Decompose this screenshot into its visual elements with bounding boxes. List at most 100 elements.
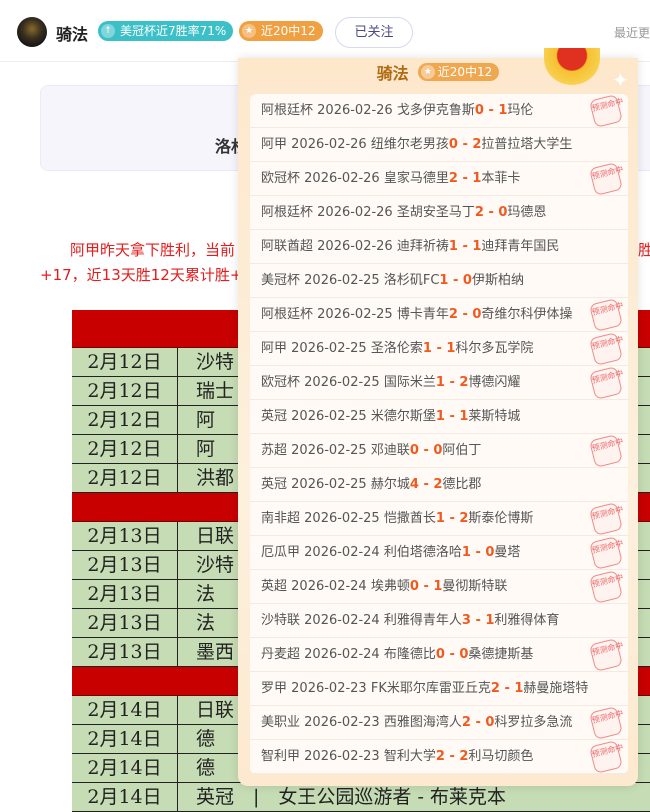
record-item[interactable]: 美冠杯 2026-02-25 洛杉矶FC1 - 0伊斯柏纳 [250,264,628,298]
away-team: 利马切颜色 [468,749,534,764]
record-item[interactable]: 阿根廷杯 2026-02-26 圣胡安圣马丁2 - 0玛德恩 [250,196,628,230]
record-item[interactable]: 罗甲 2026-02-23 FK米耶尔库雷亚丘克2 - 1赫曼施塔特 [250,672,628,706]
record-item[interactable]: 苏超 2026-02-25 邓迪联0 - 0阿伯丁 预测命中 [250,434,628,468]
league: 阿根廷杯 [261,205,314,220]
follow-button[interactable]: 已关注 [335,17,413,48]
record-item[interactable]: 英冠 2026-02-25 赫尔城4 - 2德比郡 [250,468,628,502]
date-cell: 2月13日 [72,522,178,550]
score-separator: - [457,239,473,254]
record-item[interactable]: 南非超 2026-02-25 恺撒酋长1 - 2斯泰伦博斯 预测命中 [250,502,628,536]
record-item[interactable]: 英超 2026-02-24 埃弗顿0 - 1曼彻斯特联 预测命中 [250,570,628,604]
username[interactable]: 骑法 [56,25,89,44]
away-team: 德比郡 [442,477,482,492]
date-cell: 2月12日 [72,406,178,434]
league: 英超 [261,579,288,594]
score-separator: - [444,749,460,764]
away-team: 曼塔 [494,545,521,560]
hit-stamp-icon: 预测命中 [589,366,624,400]
record-item[interactable]: 沙特联 2026-02-24 利雅得青年人3 - 1利雅得体育 [250,604,628,638]
league: 美冠杯 [261,273,301,288]
home-score: 4 [409,477,419,492]
record-item[interactable]: 阿根廷杯 2026-02-26 戈多伊克鲁斯0 - 1玛伦 预测命中 [250,94,628,128]
avatar[interactable] [17,17,47,47]
article-text-line1: 阿甲昨天拿下胜利，当前 [70,241,236,259]
league: 智利甲 [261,749,301,764]
record-item[interactable]: 欧冠杯 2026-02-26 皇家马德里2 - 1本菲卡 预测命中 [250,162,628,196]
away-score: 1 [514,681,524,696]
match-cell: 阿 [196,409,216,431]
score-separator: - [499,681,515,696]
hit-stamp-icon: 预测命中 [589,638,624,672]
popup-username: 骑法 [376,64,409,83]
score-separator: - [444,647,460,662]
record-item[interactable]: 阿甲 2026-02-25 圣洛伦索1 - 1科尔多瓦学院 预测命中 [250,332,628,366]
home-score: 2 [490,681,500,696]
away-score: 1 [459,409,469,424]
match-cell: 英冠 | 女王公园巡游者 - 布莱克本 [196,786,506,808]
record-item[interactable]: 丹麦超 2026-02-24 布隆德比0 - 0桑德捷斯基 预测命中 [250,638,628,672]
recent-update-label[interactable]: 最近更 [614,26,650,40]
score-separator: - [444,375,460,390]
match-cell: 日联 [196,525,235,547]
date: 2026-02-26 [304,171,380,186]
record-item[interactable]: 英冠 2026-02-25 米德尔斯堡1 - 1莱斯特城 [250,400,628,434]
date-cell: 2月14日 [72,696,178,724]
streak-badge[interactable]: ↑ 美冠杯近7胜率71% [98,21,234,41]
home-score: 1 [435,409,445,424]
match-cell: 阿 [196,438,216,460]
date: 2026-02-25 [291,409,367,424]
date: 2026-02-24 [304,647,380,662]
away-team: 桑德捷斯基 [468,647,534,662]
home-team: 纽维尔老男孩 [370,137,449,152]
home-team: 邓迪联 [370,443,410,458]
league: 沙特联 [261,613,301,628]
record-item[interactable]: 阿联酋超 2026-02-26 迪拜祈祷1 - 1迪拜青年国民 [250,230,628,264]
home-score: 1 [448,239,458,254]
home-score: 0 [435,647,445,662]
home-team: 洛杉矶FC [383,273,440,288]
record-item[interactable]: 阿甲 2026-02-26 纽维尔老男孩0 - 2拉普拉塔大学生 [250,128,628,162]
date: 2026-02-23 [291,681,367,696]
hit-stamp-icon: 预测命中 [589,94,624,128]
away-team: 玛德恩 [507,205,547,220]
home-score: 2 [435,749,445,764]
away-team: 迪拜青年国民 [481,239,560,254]
home-score: 2 [461,715,471,730]
home-team: 戈多伊克鲁斯 [396,103,475,118]
home-score: 1 [435,375,445,390]
away-score: 1 [472,239,482,254]
record-item[interactable]: 厄瓜甲 2026-02-24 利伯塔德洛哈1 - 0曼塔 预测命中 [250,536,628,570]
record-item[interactable]: 智利甲 2026-02-23 智利大学2 - 2利马切颜色 预测命中 [250,740,628,774]
date-cell: 2月13日 [72,638,178,666]
home-team: 米德尔斯堡 [370,409,436,424]
date-cell: 2月12日 [72,435,178,463]
hit-stamp-icon: 预测命中 [589,536,624,570]
score-separator: - [448,273,463,288]
date: 2026-02-26 [317,205,393,220]
home-team: 利雅得青年人 [383,613,462,628]
home-score: 2 [448,171,458,186]
date: 2026-02-26 [317,239,393,254]
score-separator: - [483,205,499,220]
record-item[interactable]: 欧冠杯 2026-02-25 国际米兰1 - 2博德闪耀 预测命中 [250,366,628,400]
sparkle-icon: ✦ [612,68,629,92]
record-item[interactable]: 美职业 2026-02-23 西雅图海湾人2 - 0科罗拉多急流 预测命中 [250,706,628,740]
home-score: 0 [409,579,419,594]
home-team: 博卡青年 [396,307,449,322]
league: 南非超 [261,511,301,526]
hit-stamp-icon: 预测命中 [589,740,624,774]
record-item[interactable]: 阿根廷杯 2026-02-25 博卡青年2 - 0奇维尔科伊体操 预测命中 [250,298,628,332]
league: 厄瓜甲 [261,545,301,560]
league: 阿甲 [261,341,288,356]
home-team: 圣洛伦索 [370,341,423,356]
record-badge[interactable]: ★ 近20中12 [239,21,323,41]
home-team: 恺撒酋长 [383,511,436,526]
home-team: 智利大学 [383,749,436,764]
hit-stamp-icon: 预测命中 [589,434,624,468]
article-text-line2: +17，近13天胜12天累计胜+ [40,266,243,284]
date: 2026-02-23 [304,749,380,764]
league: 苏超 [261,443,288,458]
score-separator: - [470,613,486,628]
record-popup: ✦ 骑法 ★ 近20中12 阿根廷杯 2026-02-26 戈多伊克鲁斯0 - 1… [238,48,638,786]
home-team: 利伯塔德洛哈 [383,545,462,560]
